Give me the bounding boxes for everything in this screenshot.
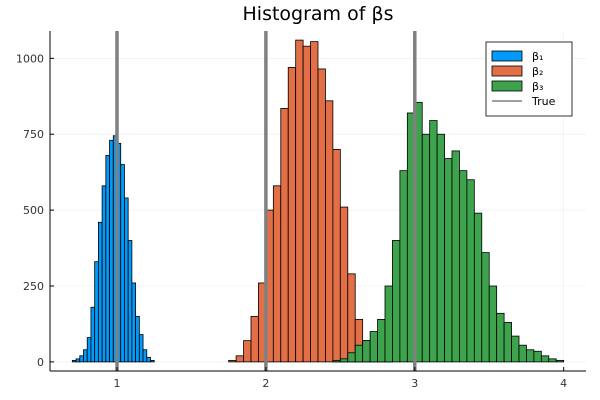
histogram-bar-s3-1 <box>339 358 349 363</box>
histogram-bar-s2-12 <box>317 68 326 363</box>
histogram-bar-s3-17 <box>459 170 468 363</box>
histogram-bar-s1-2 <box>79 355 84 363</box>
true-value-lines <box>115 31 417 371</box>
legend-swatch-3 <box>491 80 523 92</box>
histogram-bar-s2-16 <box>347 273 356 363</box>
histogram-bar-s1-4 <box>86 337 92 363</box>
histogram-bar-s3-8 <box>392 240 401 363</box>
chart-title: Histogram of βs <box>243 3 394 25</box>
legend-swatch-1 <box>491 50 523 62</box>
histogram-bar-s1-16 <box>131 282 137 363</box>
histogram-bar-s3-29 <box>548 358 557 363</box>
histogram-bar-s2-0 <box>228 359 237 363</box>
histogram-bar-s3-24 <box>511 335 520 363</box>
histogram-bar-s3-21 <box>488 285 498 363</box>
histogram-bar-s3-13 <box>429 120 438 363</box>
x-tick-label: 1 <box>114 377 121 390</box>
histogram-bar-s3-26 <box>526 349 535 363</box>
legend-label-2: β₂ <box>532 65 543 78</box>
histogram-bar-s2-11 <box>310 41 319 363</box>
histogram-bar-s3-6 <box>377 318 386 363</box>
histogram-bars <box>71 39 565 363</box>
histogram-bar-s3-28 <box>540 355 550 363</box>
histogram-bar-s1-15 <box>127 240 133 363</box>
x-tick-label: 4 <box>560 377 567 390</box>
histogram-bar-s1-3 <box>83 349 88 363</box>
histogram-bar-s3-22 <box>496 312 505 363</box>
histogram-bar-s3-18 <box>466 179 475 363</box>
histogram-bar-s3-7 <box>384 285 393 363</box>
histogram-bar-s3-14 <box>436 133 445 363</box>
histogram-bar-s2-15 <box>339 206 349 363</box>
y-tick-label: 500 <box>23 204 44 217</box>
histogram-bar-s2-3 <box>250 315 259 363</box>
histogram-bar-s3-9 <box>399 170 408 363</box>
axes <box>49 31 586 372</box>
histogram-bar-s2-1 <box>235 355 244 363</box>
histogram-bar-s2-8 <box>287 67 297 363</box>
histogram-bar-s3-27 <box>533 350 542 363</box>
histogram-bar-s1-20 <box>146 356 151 363</box>
histogram-bar-s1-18 <box>138 334 144 363</box>
histogram-bar-s3-15 <box>444 158 453 363</box>
histogram-bar-s1-5 <box>90 306 96 363</box>
histogram-bar-s1-21 <box>150 359 155 363</box>
histogram-bar-s1-0 <box>71 359 77 363</box>
histogram-bar-s1-13 <box>120 164 125 363</box>
histogram-bar-s2-14 <box>332 148 341 363</box>
histogram-bar-s2-6 <box>272 185 282 363</box>
histogram-bar-s3-12 <box>421 133 431 363</box>
y-tick-label: 250 <box>23 280 44 293</box>
histogram-bar-s3-2 <box>347 352 356 363</box>
y-tick-label: 1000 <box>16 52 44 65</box>
legend-swatch-2 <box>491 65 523 77</box>
histogram-bar-s2-2 <box>243 340 252 363</box>
legend-label-4: True <box>531 95 556 108</box>
legend-label-1: β₁ <box>532 50 543 63</box>
histogram-bar-s2-9 <box>295 39 304 363</box>
histogram-bar-s3-20 <box>481 252 490 363</box>
histogram-bar-s2-7 <box>280 108 289 363</box>
histogram-bar-s1-8 <box>101 185 107 363</box>
histogram-bar-s1-1 <box>75 358 81 363</box>
histogram-bar-s1-6 <box>94 261 99 363</box>
histogram-bar-s3-25 <box>518 344 527 363</box>
histogram-bar-s1-7 <box>97 221 103 363</box>
histogram-bar-s1-10 <box>109 139 114 363</box>
histogram-bar-s1-17 <box>135 315 140 363</box>
histogram-bar-s2-10 <box>302 45 311 363</box>
tick-labels: 1 2 3 4 0 250 500 750 1000 <box>16 52 567 390</box>
y-tick-label: 750 <box>23 128 44 141</box>
legend: β₁ β₂ β₃ True <box>485 41 573 117</box>
histogram-bar-s3-0 <box>332 359 341 363</box>
legend-label-3: β₃ <box>532 80 543 93</box>
histogram-bar-s1-9 <box>105 155 110 363</box>
histogram-bar-s3-5 <box>369 331 378 363</box>
histogram-bar-s3-23 <box>503 322 512 363</box>
x-tick-label: 3 <box>411 377 418 390</box>
y-tick-label: 0 <box>37 356 44 369</box>
x-tick-label: 2 <box>262 377 269 390</box>
histogram-bar-s3-3 <box>354 344 364 363</box>
histogram-bar-s3-19 <box>473 212 483 363</box>
histogram-bar-s1-14 <box>124 197 129 363</box>
histogram-bar-s3-16 <box>451 150 460 363</box>
histogram-bar-s3-30 <box>555 359 565 363</box>
histogram-bar-s2-13 <box>325 100 334 363</box>
histogram-bar-s1-19 <box>142 349 148 363</box>
histogram-bar-s3-4 <box>362 340 371 363</box>
